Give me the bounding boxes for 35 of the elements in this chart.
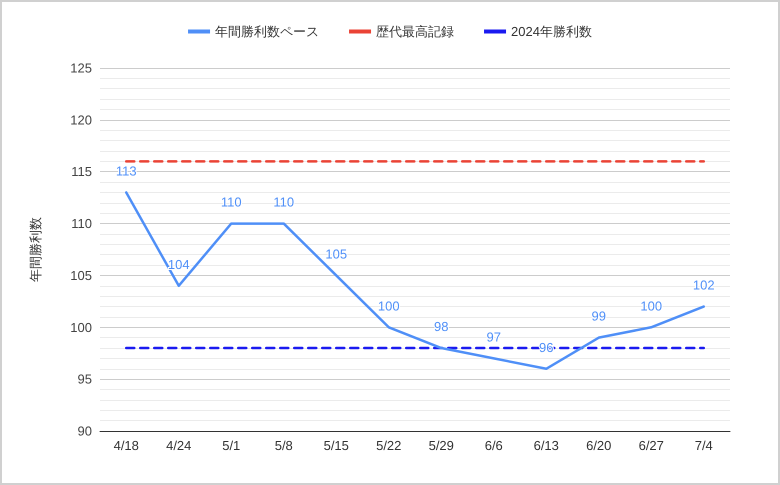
data-label: 105 (325, 246, 348, 262)
data-label: 97 (486, 329, 501, 344)
y-tick-label: 90 (78, 424, 92, 438)
y-tick-label: 115 (71, 164, 92, 180)
data-label: 100 (378, 298, 400, 314)
data-label: 110 (220, 194, 242, 210)
legend-label: 年間勝利数ペース (215, 24, 320, 39)
x-tick-label: 6/27 (638, 438, 664, 453)
y-tick-label: 100 (70, 320, 92, 335)
y-axis-title: 年間勝利数 (28, 217, 43, 282)
data-label: 104 (168, 256, 190, 272)
x-tick-label: 6/20 (586, 438, 612, 453)
data-label: 113 (116, 163, 137, 178)
x-tick-label: 5/1 (222, 438, 240, 453)
x-tick-label: 7/4 (694, 438, 713, 453)
data-label: 102 (692, 278, 715, 293)
data-label: 110 (273, 194, 294, 210)
y-tick-label: 95 (78, 372, 92, 387)
y-tick-label: 125 (70, 60, 92, 76)
y-tick-label: 120 (70, 112, 92, 128)
x-tick-label: 5/8 (274, 438, 293, 453)
x-tick-label: 4/18 (114, 438, 139, 453)
x-tick-label: 5/15 (324, 438, 349, 453)
data-label: 99 (592, 308, 606, 324)
data-label: 100 (640, 298, 662, 314)
data-label: 98 (434, 319, 448, 334)
x-tick-label: 4/24 (166, 438, 192, 453)
legend-label: 歴代最高記録 (376, 24, 454, 39)
x-tick-label: 5/22 (376, 438, 402, 453)
x-tick-label: 6/6 (484, 438, 503, 453)
x-tick-label: 5/29 (428, 438, 454, 453)
y-tick-label: 110 (71, 216, 92, 232)
y-tick-label: 105 (70, 268, 92, 283)
legend-label: 2024年勝利数 (511, 24, 592, 39)
x-tick-label: 6/13 (534, 438, 559, 453)
